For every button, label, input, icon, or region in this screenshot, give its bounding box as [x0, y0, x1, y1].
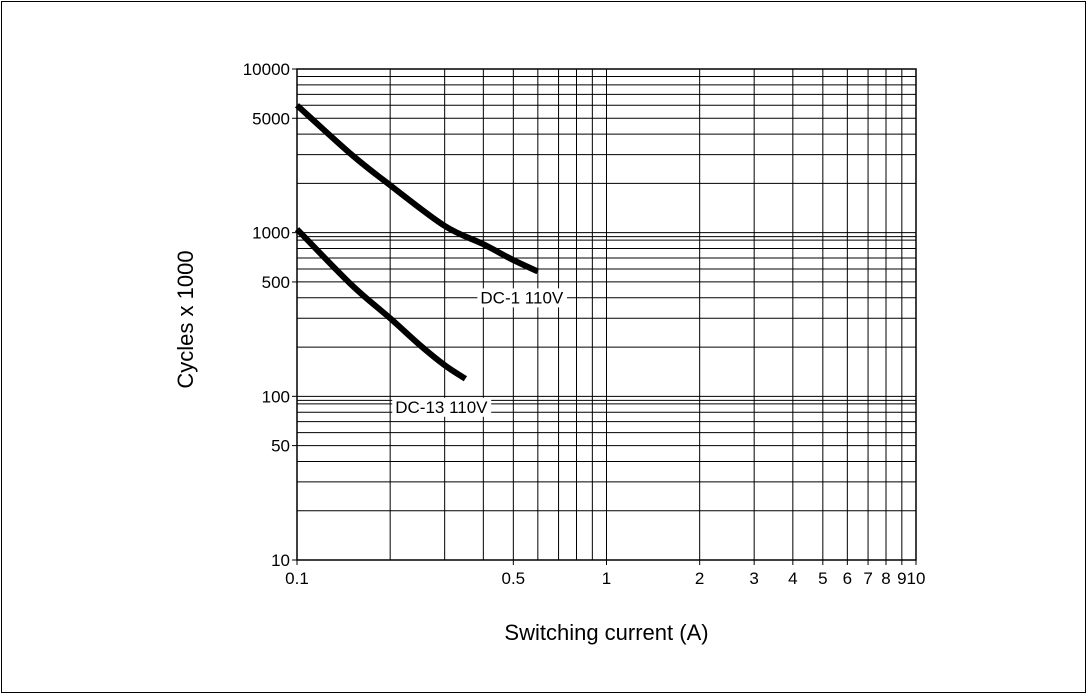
- x-tick-label: 4: [788, 569, 797, 588]
- x-tick-label: 10: [907, 569, 926, 588]
- y-tick-label: 10000: [243, 60, 290, 79]
- series-line-1: [294, 103, 540, 275]
- y-tick-label: 500: [262, 273, 290, 292]
- x-tick-label: 5: [818, 569, 827, 588]
- x-axis-title: Switching current (A): [504, 620, 708, 645]
- x-tick-label: 8: [881, 569, 890, 588]
- series-label-1: DC-1 110V: [480, 288, 563, 307]
- series-labels: DC-1 110V DC-13 110V: [392, 288, 567, 417]
- y-tick-label: 10: [271, 551, 290, 570]
- y-tick-label: 5000: [252, 109, 290, 128]
- x-tick-label: 0.5: [502, 569, 526, 588]
- x-tick-label: 3: [749, 569, 758, 588]
- y-tick-label: 1000: [252, 224, 290, 243]
- series-label-2: DC-13 110V: [395, 398, 488, 417]
- grid-lines: [296, 68, 917, 561]
- series-label-background: [392, 397, 492, 417]
- y-axis-title: Cycles x 1000: [173, 250, 198, 388]
- x-tick-label: 7: [863, 569, 872, 588]
- x-tick-label: 1: [602, 569, 611, 588]
- x-tick-label: 2: [695, 569, 704, 588]
- y-tick-label: 100: [262, 387, 290, 406]
- series-lines: [294, 103, 540, 382]
- x-tick-label: 0.1: [285, 569, 309, 588]
- x-tick-label: 9: [897, 569, 906, 588]
- series-line-2: [294, 227, 468, 382]
- x-tick-label: 6: [843, 569, 852, 588]
- y-tick-label: 50: [271, 437, 290, 456]
- series-label-background: [477, 288, 567, 308]
